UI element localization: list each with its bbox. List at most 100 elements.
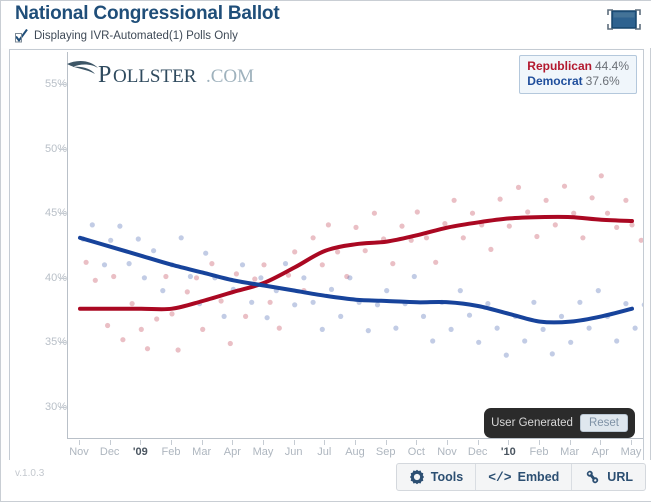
x-tick-label: Oct bbox=[407, 446, 425, 458]
poll-point bbox=[384, 288, 390, 294]
poll-point bbox=[178, 235, 184, 241]
poll-point bbox=[209, 261, 215, 267]
poll-point bbox=[117, 223, 123, 229]
poll-point bbox=[371, 210, 377, 216]
poll-point bbox=[126, 261, 132, 267]
x-tick-label: Nov bbox=[437, 446, 457, 458]
poll-point bbox=[261, 262, 267, 268]
x-tick-label: Aug bbox=[345, 446, 365, 458]
poll-point bbox=[138, 326, 144, 332]
poll-point bbox=[101, 262, 108, 268]
x-tick-mark bbox=[232, 440, 234, 445]
y-tick-mark bbox=[59, 406, 66, 408]
x-tick-label: '10 bbox=[500, 446, 516, 458]
reset-button[interactable]: Reset bbox=[579, 414, 628, 432]
poll-point bbox=[83, 259, 89, 265]
url-button[interactable]: URL bbox=[572, 464, 645, 490]
poll-point bbox=[408, 237, 414, 243]
poll-point bbox=[338, 313, 344, 319]
embed-button[interactable]: </> Embed bbox=[476, 464, 573, 490]
poll-point bbox=[264, 315, 270, 321]
x-tick-mark bbox=[416, 440, 418, 445]
trendline-democrat bbox=[78, 235, 634, 325]
poll-point bbox=[243, 313, 249, 319]
x-tick-label: May bbox=[252, 446, 274, 458]
poll-point bbox=[221, 313, 227, 319]
poll-point bbox=[433, 259, 439, 265]
poll-point bbox=[344, 273, 350, 280]
x-tick-mark bbox=[385, 440, 387, 445]
version-label: v.1.0.3 bbox=[15, 468, 45, 479]
poll-point bbox=[641, 302, 643, 308]
scatter-republican bbox=[83, 173, 643, 353]
poll-point bbox=[558, 313, 565, 319]
plot-area[interactable] bbox=[67, 52, 643, 439]
x-tick-label: Jun bbox=[284, 446, 303, 458]
poll-point bbox=[549, 351, 555, 357]
poll-point bbox=[451, 197, 457, 203]
poll-point bbox=[120, 337, 126, 343]
poll-point bbox=[488, 246, 494, 252]
trend-lines-svg bbox=[78, 173, 643, 358]
legend: Republican 44.4% Democrat 37.6% bbox=[519, 55, 637, 94]
poll-point bbox=[580, 235, 586, 241]
poll-point bbox=[335, 249, 341, 255]
poll-point bbox=[239, 262, 246, 268]
poll-point bbox=[233, 271, 239, 277]
poll-point bbox=[586, 325, 592, 331]
poll-point bbox=[466, 312, 473, 318]
x-tick-mark bbox=[293, 440, 295, 445]
poll-point bbox=[522, 338, 528, 344]
poll-point bbox=[203, 250, 209, 256]
poll-point bbox=[347, 275, 353, 281]
fullscreen-icon[interactable] bbox=[603, 6, 645, 34]
poll-point bbox=[160, 288, 166, 294]
poll-point bbox=[374, 302, 381, 308]
user-generated-panel: User Generated Reset bbox=[484, 408, 635, 438]
poll-point bbox=[540, 326, 546, 332]
poll-point bbox=[258, 275, 264, 281]
y-axis: 55% 50% 45% 40% 35% 30% bbox=[10, 50, 67, 442]
url-label: URL bbox=[607, 470, 633, 484]
x-tick-mark bbox=[140, 440, 142, 445]
poll-point bbox=[614, 224, 620, 230]
y-tick-label: 35% bbox=[44, 336, 67, 349]
poll-point bbox=[614, 338, 620, 344]
poll-point bbox=[503, 352, 509, 358]
legend-value-democrat: 37.6% bbox=[585, 74, 620, 88]
poll-point bbox=[111, 273, 117, 280]
tools-label: Tools bbox=[430, 470, 464, 484]
legend-value-republican: 44.4% bbox=[594, 59, 629, 73]
x-tick-mark bbox=[201, 440, 203, 445]
link-icon bbox=[587, 470, 599, 484]
poll-point bbox=[623, 301, 629, 307]
footer-toolbar: Tools </> Embed URL bbox=[395, 463, 646, 491]
poll-point bbox=[506, 223, 512, 229]
poll-point bbox=[411, 273, 417, 280]
x-tick-label: Jul bbox=[317, 446, 332, 458]
x-tick-mark bbox=[355, 440, 356, 445]
poll-point bbox=[420, 313, 427, 319]
poll-point bbox=[390, 261, 396, 267]
poll-point bbox=[108, 237, 114, 243]
poll-point bbox=[282, 261, 289, 267]
poll-point bbox=[249, 299, 255, 305]
poll-point bbox=[469, 210, 476, 216]
poll-point bbox=[353, 224, 359, 230]
poll-point bbox=[485, 301, 491, 307]
tools-button[interactable]: Tools bbox=[397, 464, 477, 490]
poll-point bbox=[187, 273, 193, 280]
x-tick-label: May bbox=[620, 446, 642, 458]
poll-point bbox=[292, 302, 298, 308]
y-tick-mark bbox=[59, 277, 66, 279]
widget-header: National Congressional Ballot Displaying… bbox=[1, 1, 651, 48]
poll-point bbox=[252, 276, 258, 282]
poll-point bbox=[460, 235, 466, 241]
x-tick-label: Nov bbox=[69, 446, 89, 458]
x-tick-mark bbox=[631, 440, 632, 445]
y-tick-mark bbox=[59, 213, 66, 215]
x-tick-mark bbox=[263, 440, 264, 445]
y-tick-mark bbox=[59, 84, 66, 86]
poll-point bbox=[494, 325, 500, 331]
poll-point bbox=[89, 222, 95, 228]
